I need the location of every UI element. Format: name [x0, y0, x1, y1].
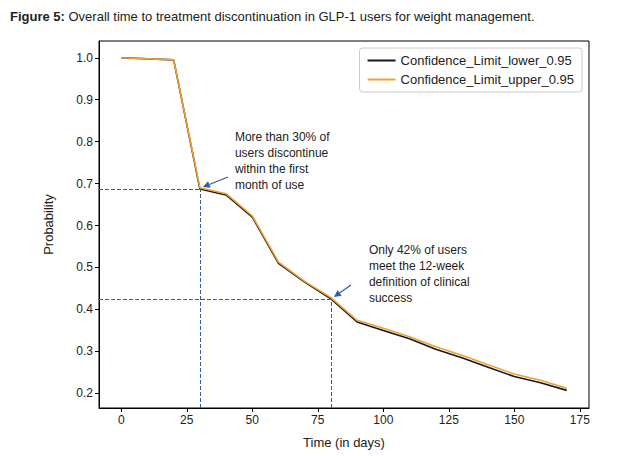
svg-text:month of use: month of use	[235, 178, 305, 192]
svg-text:Time (in days): Time (in days)	[303, 435, 385, 450]
svg-text:definition of clinical: definition of clinical	[369, 275, 470, 289]
svg-text:125: 125	[439, 413, 459, 427]
svg-text:0.8: 0.8	[76, 135, 93, 149]
svg-text:0.9: 0.9	[76, 93, 93, 107]
svg-text:50: 50	[246, 413, 260, 427]
svg-text:More than 30% of: More than 30% of	[235, 130, 330, 144]
svg-text:users discontinue: users discontinue	[235, 146, 329, 160]
svg-text:Confidence_Limit_lower_0.95: Confidence_Limit_lower_0.95	[401, 53, 572, 68]
svg-text:Figure 5:: Figure 5:	[10, 9, 65, 24]
svg-text:Only 42% of users: Only 42% of users	[369, 243, 467, 257]
svg-text:25: 25	[180, 413, 194, 427]
svg-text:150: 150	[504, 413, 524, 427]
svg-text:0.6: 0.6	[76, 219, 93, 233]
svg-text:0.3: 0.3	[76, 344, 93, 358]
svg-text:1.0: 1.0	[76, 51, 93, 65]
svg-text:175: 175	[570, 413, 590, 427]
svg-text:0.2: 0.2	[76, 386, 93, 400]
svg-text:75: 75	[311, 413, 325, 427]
svg-text:0.7: 0.7	[76, 177, 93, 191]
svg-text:100: 100	[373, 413, 393, 427]
svg-text:Probability: Probability	[41, 194, 56, 255]
svg-text:Overall time to treatment disc: Overall time to treatment discontinuatio…	[65, 9, 535, 24]
svg-text:0.5: 0.5	[76, 260, 93, 274]
svg-text:Confidence_Limit_upper_0.95: Confidence_Limit_upper_0.95	[401, 72, 574, 87]
svg-text:within the first: within the first	[234, 162, 309, 176]
svg-text:meet the 12-week: meet the 12-week	[369, 259, 465, 273]
svg-text:0: 0	[118, 413, 125, 427]
svg-text:success: success	[369, 291, 412, 305]
svg-text:0.4: 0.4	[76, 302, 93, 316]
